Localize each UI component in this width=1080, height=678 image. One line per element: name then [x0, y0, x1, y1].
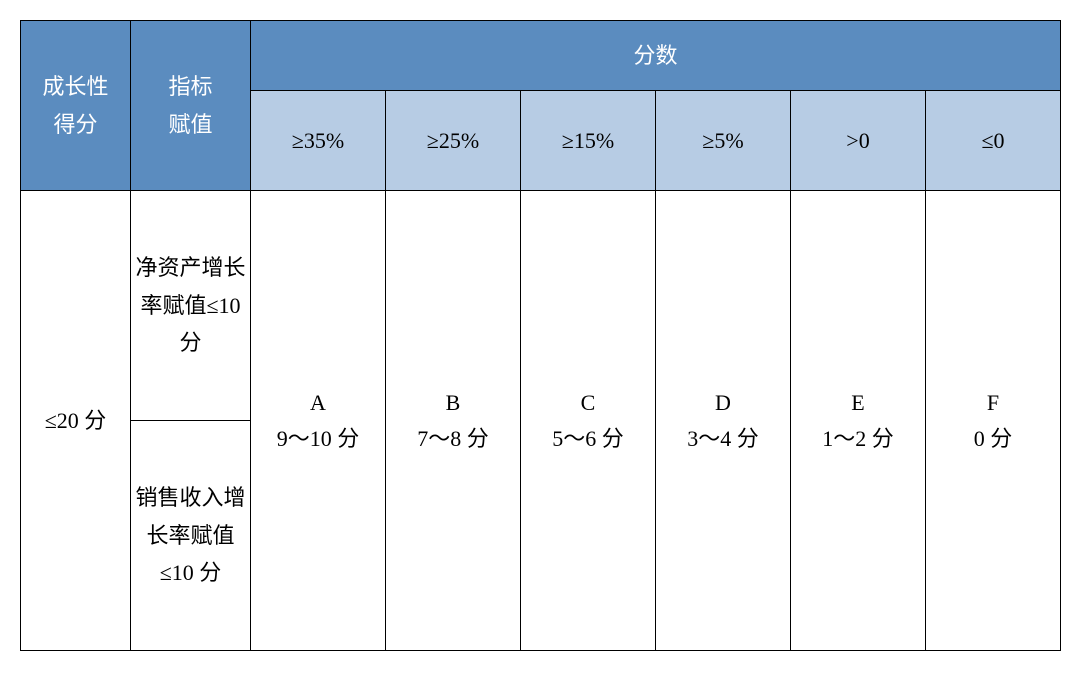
score-cell-0: A 9～10 分 [251, 191, 386, 651]
header-growth-score-line2: 得分 [53, 112, 97, 137]
score-range-4: 1～2 分 [795, 421, 921, 456]
score-range-0: 9～10 分 [255, 421, 381, 456]
threshold-0: ≥35% [251, 91, 386, 191]
indicator-1: 销售收入增长率赋值≤10 分 [131, 421, 251, 651]
score-letter-2: C [525, 385, 651, 420]
score-letter-1: B [390, 385, 516, 420]
header-growth-score: 成长性 得分 [21, 21, 131, 191]
scoring-table: 成长性 得分 指标 赋值 分数 ≥35% ≥25% ≥15% ≥5% >0 ≤0… [20, 20, 1061, 651]
score-range-3: 3～4 分 [660, 421, 786, 456]
score-cell-1: B 7～8 分 [386, 191, 521, 651]
header-score-group: 分数 [251, 21, 1061, 91]
score-cell-2: C 5～6 分 [521, 191, 656, 651]
header-indicator-line1: 指标 [168, 74, 212, 99]
header-indicator-line2: 赋值 [168, 112, 212, 137]
header-indicator: 指标 赋值 [131, 21, 251, 191]
threshold-3: ≥5% [656, 91, 791, 191]
threshold-5: ≤0 [926, 91, 1061, 191]
threshold-4: >0 [791, 91, 926, 191]
score-letter-3: D [660, 385, 786, 420]
score-letter-0: A [255, 385, 381, 420]
score-range-2: 5～6 分 [525, 421, 651, 456]
score-letter-4: E [795, 385, 921, 420]
header-growth-score-line1: 成长性 [42, 74, 108, 99]
score-range-1: 7～8 分 [390, 421, 516, 456]
threshold-1: ≥25% [386, 91, 521, 191]
score-cell-5: F 0 分 [926, 191, 1061, 651]
score-range-5: 0 分 [930, 421, 1056, 456]
row-label: ≤20 分 [21, 191, 131, 651]
indicator-0: 净资产增长率赋值≤10 分 [131, 191, 251, 421]
threshold-2: ≥15% [521, 91, 656, 191]
score-cell-3: D 3～4 分 [656, 191, 791, 651]
score-letter-5: F [930, 385, 1056, 420]
score-cell-4: E 1～2 分 [791, 191, 926, 651]
